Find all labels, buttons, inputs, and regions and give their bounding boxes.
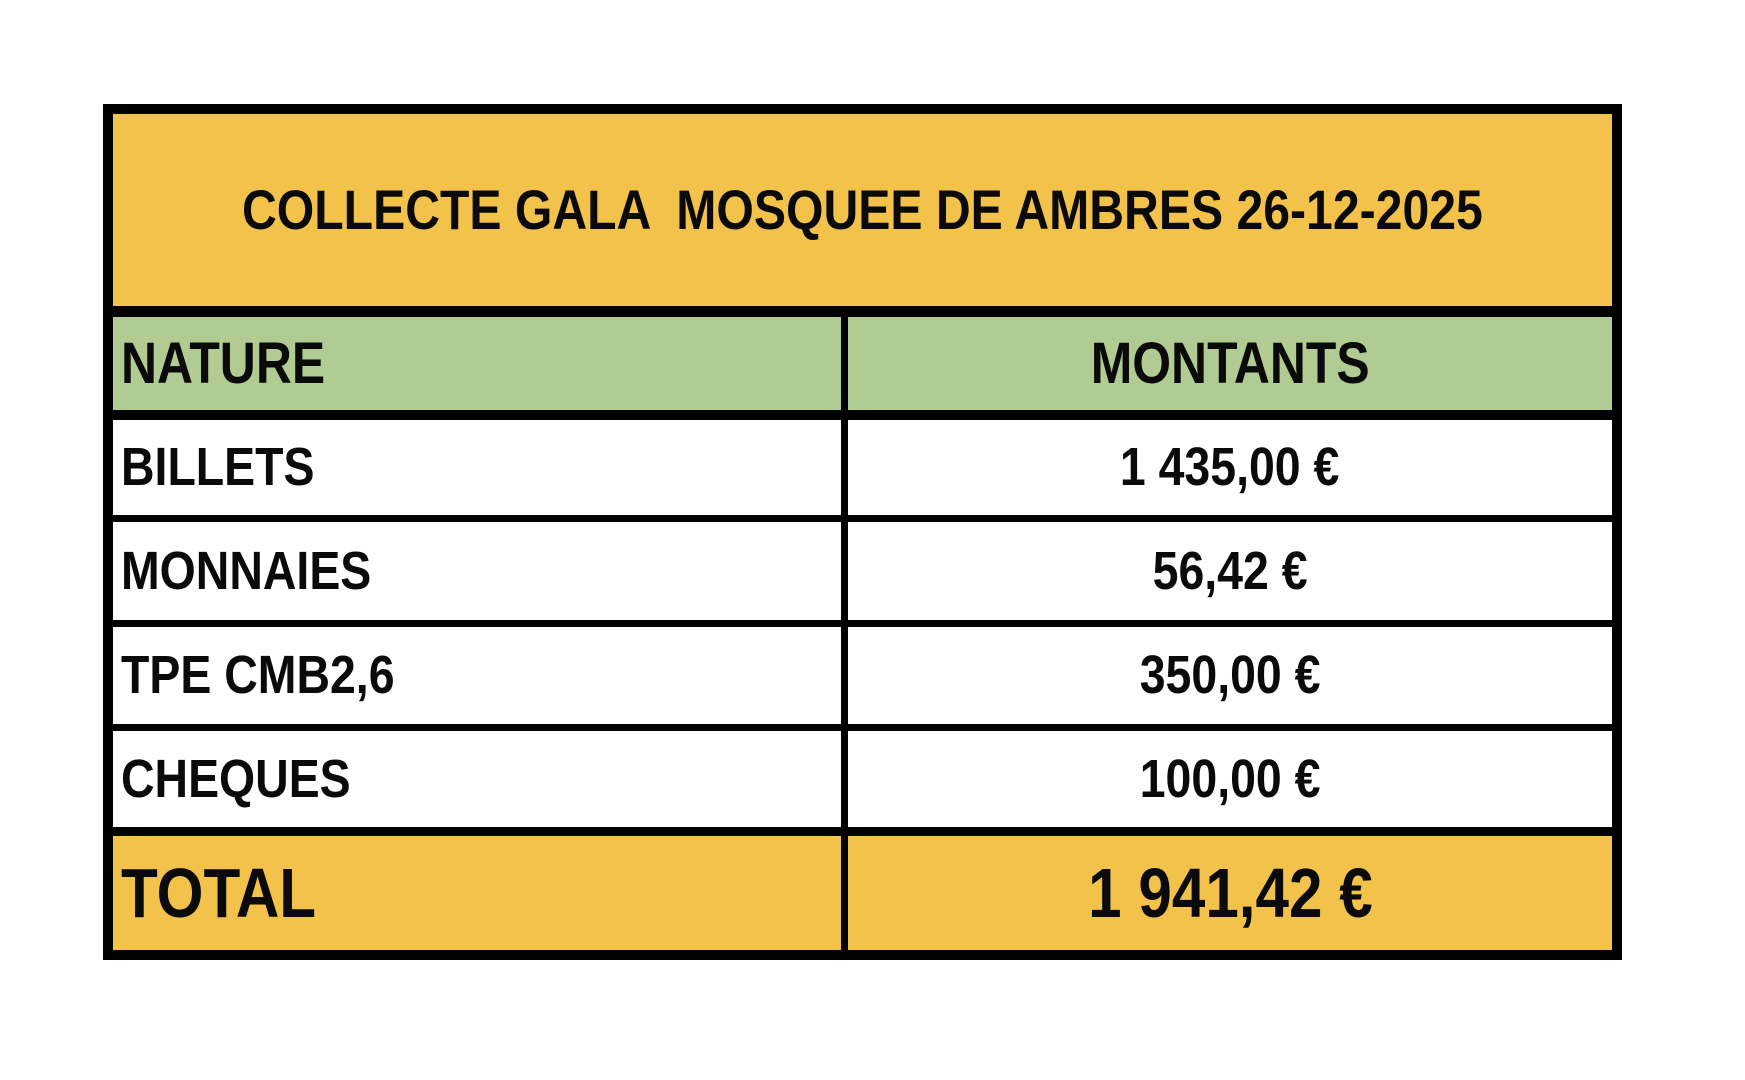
column-header-nature: NATURE xyxy=(104,307,848,420)
document-title: COLLECTE GALA MOSQUEE DE AMBRES 26-12-20… xyxy=(242,178,1483,242)
title-row: COLLECTE GALA MOSQUEE DE AMBRES 26-12-20… xyxy=(104,105,1621,317)
row-value-cell: 1 435,00 € xyxy=(840,411,1621,523)
collecte-table: COLLECTE GALA MOSQUEE DE AMBRES 26-12-20… xyxy=(103,104,1622,960)
column-header-nature-label: NATURE xyxy=(121,330,326,396)
row-label-cell: BILLETS xyxy=(104,411,848,523)
collecte-sheet: COLLECTE GALA MOSQUEE DE AMBRES 26-12-20… xyxy=(103,104,1622,960)
row-value-cell: 350,00 € xyxy=(840,619,1621,731)
row-label-cell: MONNAIES xyxy=(104,515,848,627)
row-value: 56,42 € xyxy=(1152,540,1308,601)
row-label-cell: CHEQUES xyxy=(104,723,848,835)
total-value-cell: 1 941,42 € xyxy=(840,827,1621,959)
total-row: TOTAL 1 941,42 € xyxy=(104,827,1621,959)
row-value: 1 435,00 € xyxy=(1120,437,1340,498)
row-label: CHEQUES xyxy=(121,748,351,809)
row-label: BILLETS xyxy=(121,437,315,498)
table-row-cheques: CHEQUES 100,00 € xyxy=(104,723,1621,835)
total-value: 1 941,42 € xyxy=(1087,853,1373,932)
title-cell: COLLECTE GALA MOSQUEE DE AMBRES 26-12-20… xyxy=(104,105,1621,317)
header-row: NATURE MONTANTS xyxy=(104,307,1621,420)
column-header-montants-label: MONTANTS xyxy=(1090,330,1370,396)
total-label: TOTAL xyxy=(121,853,317,932)
column-header-montants: MONTANTS xyxy=(840,307,1621,420)
row-label-cell: TPE CMB2,6 xyxy=(104,619,848,731)
table-row-monnaies: MONNAIES 56,42 € xyxy=(104,515,1621,627)
row-value: 100,00 € xyxy=(1139,748,1321,809)
row-value-cell: 100,00 € xyxy=(840,723,1621,835)
row-value-cell: 56,42 € xyxy=(840,515,1621,627)
table-row-tpe: TPE CMB2,6 350,00 € xyxy=(104,619,1621,731)
total-label-cell: TOTAL xyxy=(104,827,848,959)
row-label: MONNAIES xyxy=(121,540,372,601)
table-row-billets: BILLETS 1 435,00 € xyxy=(104,411,1621,523)
row-value: 350,00 € xyxy=(1139,645,1321,706)
row-label: TPE CMB2,6 xyxy=(121,645,395,706)
